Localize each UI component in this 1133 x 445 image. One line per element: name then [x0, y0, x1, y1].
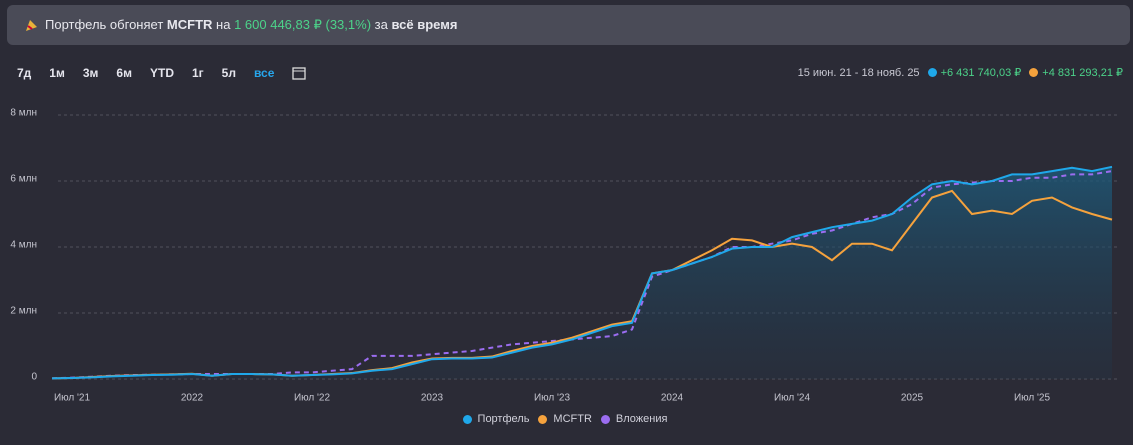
banner-text: на: [216, 17, 231, 32]
area: [52, 166, 1112, 379]
legend-label: MCFTR: [553, 413, 592, 425]
period-button[interactable]: 7д: [17, 66, 32, 80]
y-tick-label: 0: [31, 372, 37, 383]
period-button[interactable]: 1г: [191, 66, 204, 80]
banner-amount: 1 600 446,83 ₽: [234, 17, 322, 32]
banner-percent: (33,1%): [325, 17, 372, 32]
banner-text: всё время: [391, 17, 458, 32]
change: +4 831 293,21 ₽: [1042, 67, 1123, 79]
legend-dot: [1029, 68, 1039, 77]
y-tick-label: 2 млн: [10, 306, 37, 317]
legend-item[interactable]: Портфель: [462, 413, 533, 425]
period-button[interactable]: 3м: [82, 66, 99, 80]
calendar-button[interactable]: [285, 64, 313, 85]
x-tick-label: Июл '22: [294, 393, 331, 404]
banner-text: Портфель обгоняет: [45, 17, 164, 32]
banner: Портфель обгоняет MCFTR на 1 600 446,83 …: [7, 5, 1130, 45]
summary: 15 июн. 21 - 18 нояб. 25 +6 431 740,03 ₽…: [797, 66, 1123, 80]
x-tick-label: 2024: [661, 393, 684, 404]
banner-text: за: [374, 17, 388, 32]
period-button[interactable]: 6м: [116, 66, 132, 80]
legend-item[interactable]: MCFTR: [538, 413, 595, 425]
period-button[interactable]: YTD: [149, 66, 174, 80]
line: [51, 165, 1113, 380]
legend: Портфель MCFTR Вложения: [0, 413, 1133, 425]
y-tick-label: 6 млн: [10, 174, 37, 185]
legend-dot: [927, 68, 937, 77]
change: +6 431 740,03 ₽: [940, 67, 1022, 79]
y-tick-label: 8 млн: [10, 108, 37, 119]
period-button[interactable]: 5л: [221, 66, 236, 80]
y-tick-label: 4 млн: [10, 240, 37, 251]
line: [51, 170, 1113, 380]
banner-text: MCFTR: [166, 17, 213, 32]
party-icon: [26, 20, 37, 31]
legend-label: Портфель: [477, 413, 530, 425]
x-tick-label: Июл '25: [1014, 393, 1051, 404]
x-tick-label: Июл '24: [774, 393, 811, 404]
period-buttons: 7д 1м 3м 6м YTD 1г 5л все: [10, 64, 317, 85]
period-button[interactable]: все: [253, 66, 275, 80]
legend-dot: [600, 414, 610, 424]
legend-label: Вложения: [615, 413, 668, 425]
x-tick-label: 2025: [901, 393, 924, 404]
x-tick-label: Июл '23: [534, 393, 571, 404]
legend-dot: [462, 414, 472, 424]
x-tick-label: Июл '21: [54, 393, 91, 404]
legend-dot: [538, 414, 548, 424]
x-tick-label: 2023: [421, 393, 444, 404]
period-button[interactable]: 1м: [49, 66, 65, 80]
legend-item[interactable]: Вложения: [600, 413, 671, 425]
x-tick-label: 2022: [181, 393, 204, 404]
date-range: 15 июн. 21 - 18 нояб. 25: [797, 66, 920, 79]
